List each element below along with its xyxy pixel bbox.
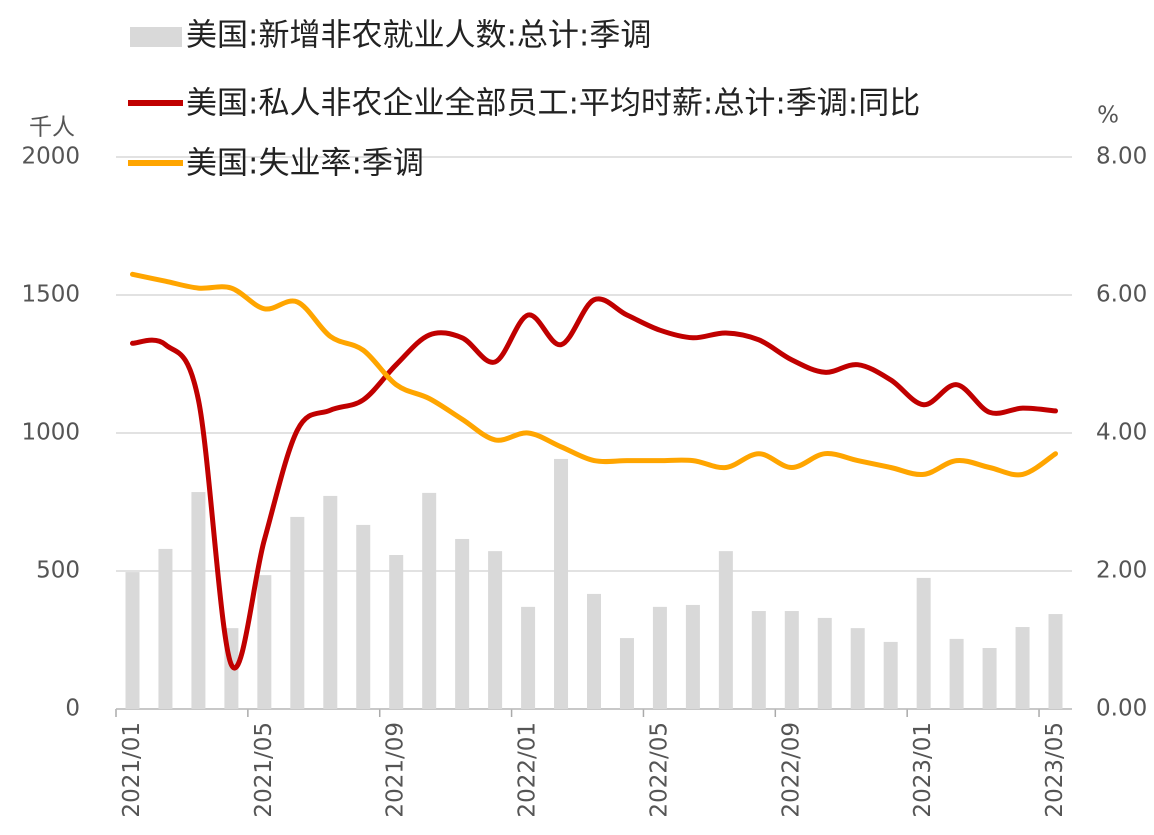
bar [422,492,437,709]
bar [685,604,700,709]
legend-label: 美国:失业率:季调 [186,146,424,182]
bar [751,611,766,709]
y-tick-label: 1500 [21,282,80,308]
bar [323,495,338,709]
bar [949,638,964,709]
bar [652,606,667,709]
x-tick-label: 2023/01 [910,722,936,818]
legend-swatch [130,27,182,47]
x-tick-label: 2021/01 [119,722,145,818]
y-tick-label: 1000 [21,420,80,446]
bar [554,458,569,709]
bar [982,648,997,709]
line [129,296,1059,671]
bar [784,611,799,709]
bar [850,628,865,709]
bar [455,538,470,709]
bar [916,577,931,709]
bar [290,516,305,709]
y2-tick-label: 2.00 [1096,558,1147,584]
line [129,271,1059,478]
x-tick-label: 2021/09 [383,722,409,818]
bar [389,554,404,709]
bar [158,548,173,709]
bar [718,551,733,709]
bar [125,572,140,709]
bar [488,551,503,709]
bar [587,593,601,709]
x-tick-label: 2022/05 [646,722,672,818]
y2-tick-label: 6.00 [1096,282,1147,308]
y2-tick-label: 0.00 [1096,696,1147,722]
bar [817,617,832,709]
bar [521,606,536,709]
bar [883,641,898,709]
x-tick-label: 2021/05 [251,722,277,818]
bar [619,638,634,709]
x-tick-label: 2022/01 [515,722,541,818]
x-tick-label: 2023/05 [1042,722,1068,818]
bar [191,492,206,709]
y-tick-label: 500 [36,558,80,584]
x-tick-label: 2022/09 [778,722,804,818]
legend-label: 美国:新增非农就业人数:总计:季调 [186,18,651,54]
y-tick-label: 0 [65,696,80,722]
y2-axis-label: % [1097,103,1119,129]
bar [257,575,272,709]
y-tick-label: 2000 [21,144,80,170]
bar [1048,614,1063,709]
bar [356,524,371,709]
y2-tick-label: 4.00 [1096,420,1147,446]
y-axis-label: 千人 [29,115,75,141]
legend-label: 美国:私人非农企业全部员工:平均时薪:总计:季调:同比 [186,86,920,122]
bar [1015,627,1030,709]
y2-tick-label: 8.00 [1096,144,1147,170]
